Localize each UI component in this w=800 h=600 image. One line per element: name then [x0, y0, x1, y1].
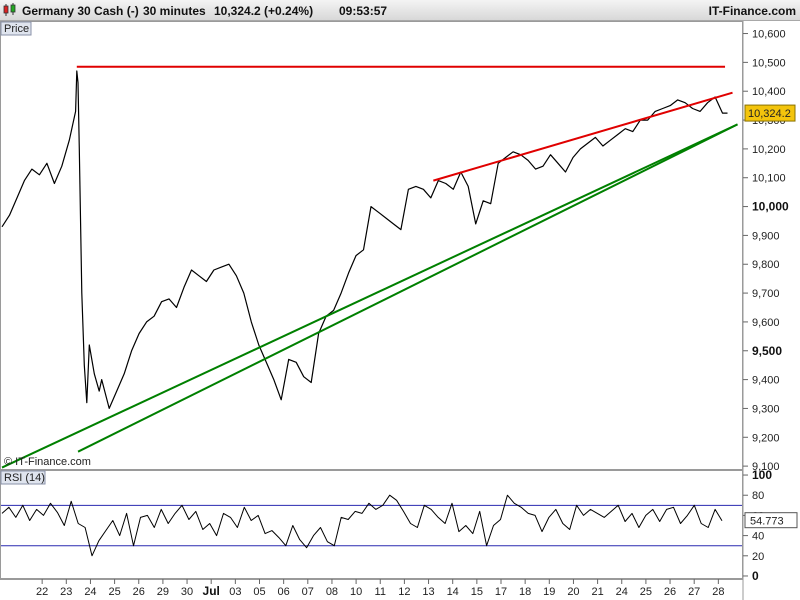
price-y-tick-label: 10,000 — [752, 200, 789, 214]
price-y-tick-label: 10,200 — [752, 144, 786, 156]
price-y-tick-label: 9,100 — [752, 461, 780, 473]
x-tick-label: 26 — [133, 586, 145, 598]
price-y-tick-label: 9,200 — [752, 432, 780, 444]
watermark: © IT-Finance.com — [4, 456, 91, 468]
price-y-tick-label: 9,500 — [752, 344, 782, 358]
price-tag-box — [0, 21, 32, 36]
x-tick-label: 21 — [591, 586, 603, 598]
price-line — [1, 70, 728, 409]
price-y-tick-label: 10,400 — [752, 86, 786, 98]
rsi-y-tick-label: 40 — [752, 531, 764, 543]
price-y-tick-label: 10,500 — [752, 57, 786, 69]
rsi-tag-box — [0, 470, 46, 485]
price-y-tick-label: 10,600 — [752, 29, 786, 41]
x-tick-label: 27 — [688, 586, 700, 598]
x-axis: 22 23 24 25 26 29 30 Jul 03 05 06 07 08 10 11 12 13 14 15 1… — [36, 579, 724, 598]
price-series — [1, 70, 728, 409]
rsi-y-tick-label: 100 — [752, 468, 772, 482]
rsi-panel — [0, 470, 743, 579]
trendline — [1, 123, 738, 469]
trendline — [433, 91, 733, 182]
time-label: 09:53:57 — [339, 4, 388, 18]
rsi-tag: RSI (14) — [4, 472, 45, 484]
x-tick-label: 23 — [60, 586, 72, 598]
x-tick-label: 05 — [253, 586, 265, 598]
x-tick-label: 30 — [181, 586, 193, 598]
rsi-value: 54.773 — [750, 516, 784, 528]
x-tick-label: 10 — [350, 586, 362, 598]
x-tick-label: 11 — [375, 586, 386, 598]
rsi-line — [1, 494, 723, 557]
rsi-levels — [1, 504, 742, 547]
chart-header: Germany 30 Cash (-) 30 minutes 10,324.2 … — [0, 0, 800, 21]
x-tick-label: 24 — [84, 586, 96, 598]
x-tick-label: 26 — [664, 586, 676, 598]
x-tick-label: 06 — [278, 586, 290, 598]
rsi-y-tick-label: 0 — [752, 569, 759, 583]
trendline — [77, 123, 738, 453]
price-y-tick-label: 9,700 — [752, 288, 780, 300]
x-tick-label: 19 — [543, 586, 555, 598]
timeframe-label: 30 minutes — [143, 4, 206, 18]
x-tick-label: 29 — [157, 586, 169, 598]
x-tick-label: 20 — [567, 586, 579, 598]
x-tick-label: 07 — [302, 586, 314, 598]
price-y-axis: 10,60010,50010,40010,30010,20010,10010,0… — [743, 29, 789, 473]
x-tick-label: 25 — [108, 586, 120, 598]
x-tick-label: 22 — [36, 586, 48, 598]
price-y-tick-label: 9,600 — [752, 317, 780, 329]
price-y-tick-label: 10,100 — [752, 173, 786, 185]
x-tick-label: 08 — [326, 586, 338, 598]
price-y-tick-label: 9,900 — [752, 230, 780, 242]
brand-label: IT-Finance.com — [708, 4, 796, 18]
x-tick-label: 25 — [640, 586, 652, 598]
x-tick-label: 14 — [447, 586, 459, 598]
rsi-y-tick-label: 80 — [752, 490, 764, 502]
candlestick-chart-icon — [3, 3, 16, 16]
x-tick-label: 13 — [422, 586, 434, 598]
last-change-label: 10,324.2 (+0.24%) — [214, 4, 314, 18]
x-tick-label: Jul — [203, 584, 220, 598]
last-price-flag — [744, 104, 796, 122]
x-tick-label: 15 — [471, 586, 483, 598]
trendlines — [1, 65, 738, 469]
last-price-value: 10,324.2 — [748, 108, 791, 120]
x-tick-label: 03 — [229, 586, 241, 598]
x-tick-label: 18 — [519, 586, 531, 598]
x-tick-label: 12 — [398, 586, 410, 598]
x-tick-label: 24 — [616, 586, 628, 598]
price-y-tick-label: 9,800 — [752, 259, 780, 271]
instrument-title: Germany 30 Cash (-) — [22, 4, 139, 18]
price-y-tick-label: 9,300 — [752, 403, 780, 415]
x-tick-label: 28 — [712, 586, 724, 598]
rsi-series — [1, 494, 723, 557]
rsi-value-flag — [744, 512, 798, 529]
rsi-y-tick-label: 20 — [752, 551, 764, 563]
price-tag: Price — [4, 23, 29, 35]
x-tick-label: 17 — [495, 586, 507, 598]
price-y-tick-label: 9,400 — [752, 375, 780, 387]
